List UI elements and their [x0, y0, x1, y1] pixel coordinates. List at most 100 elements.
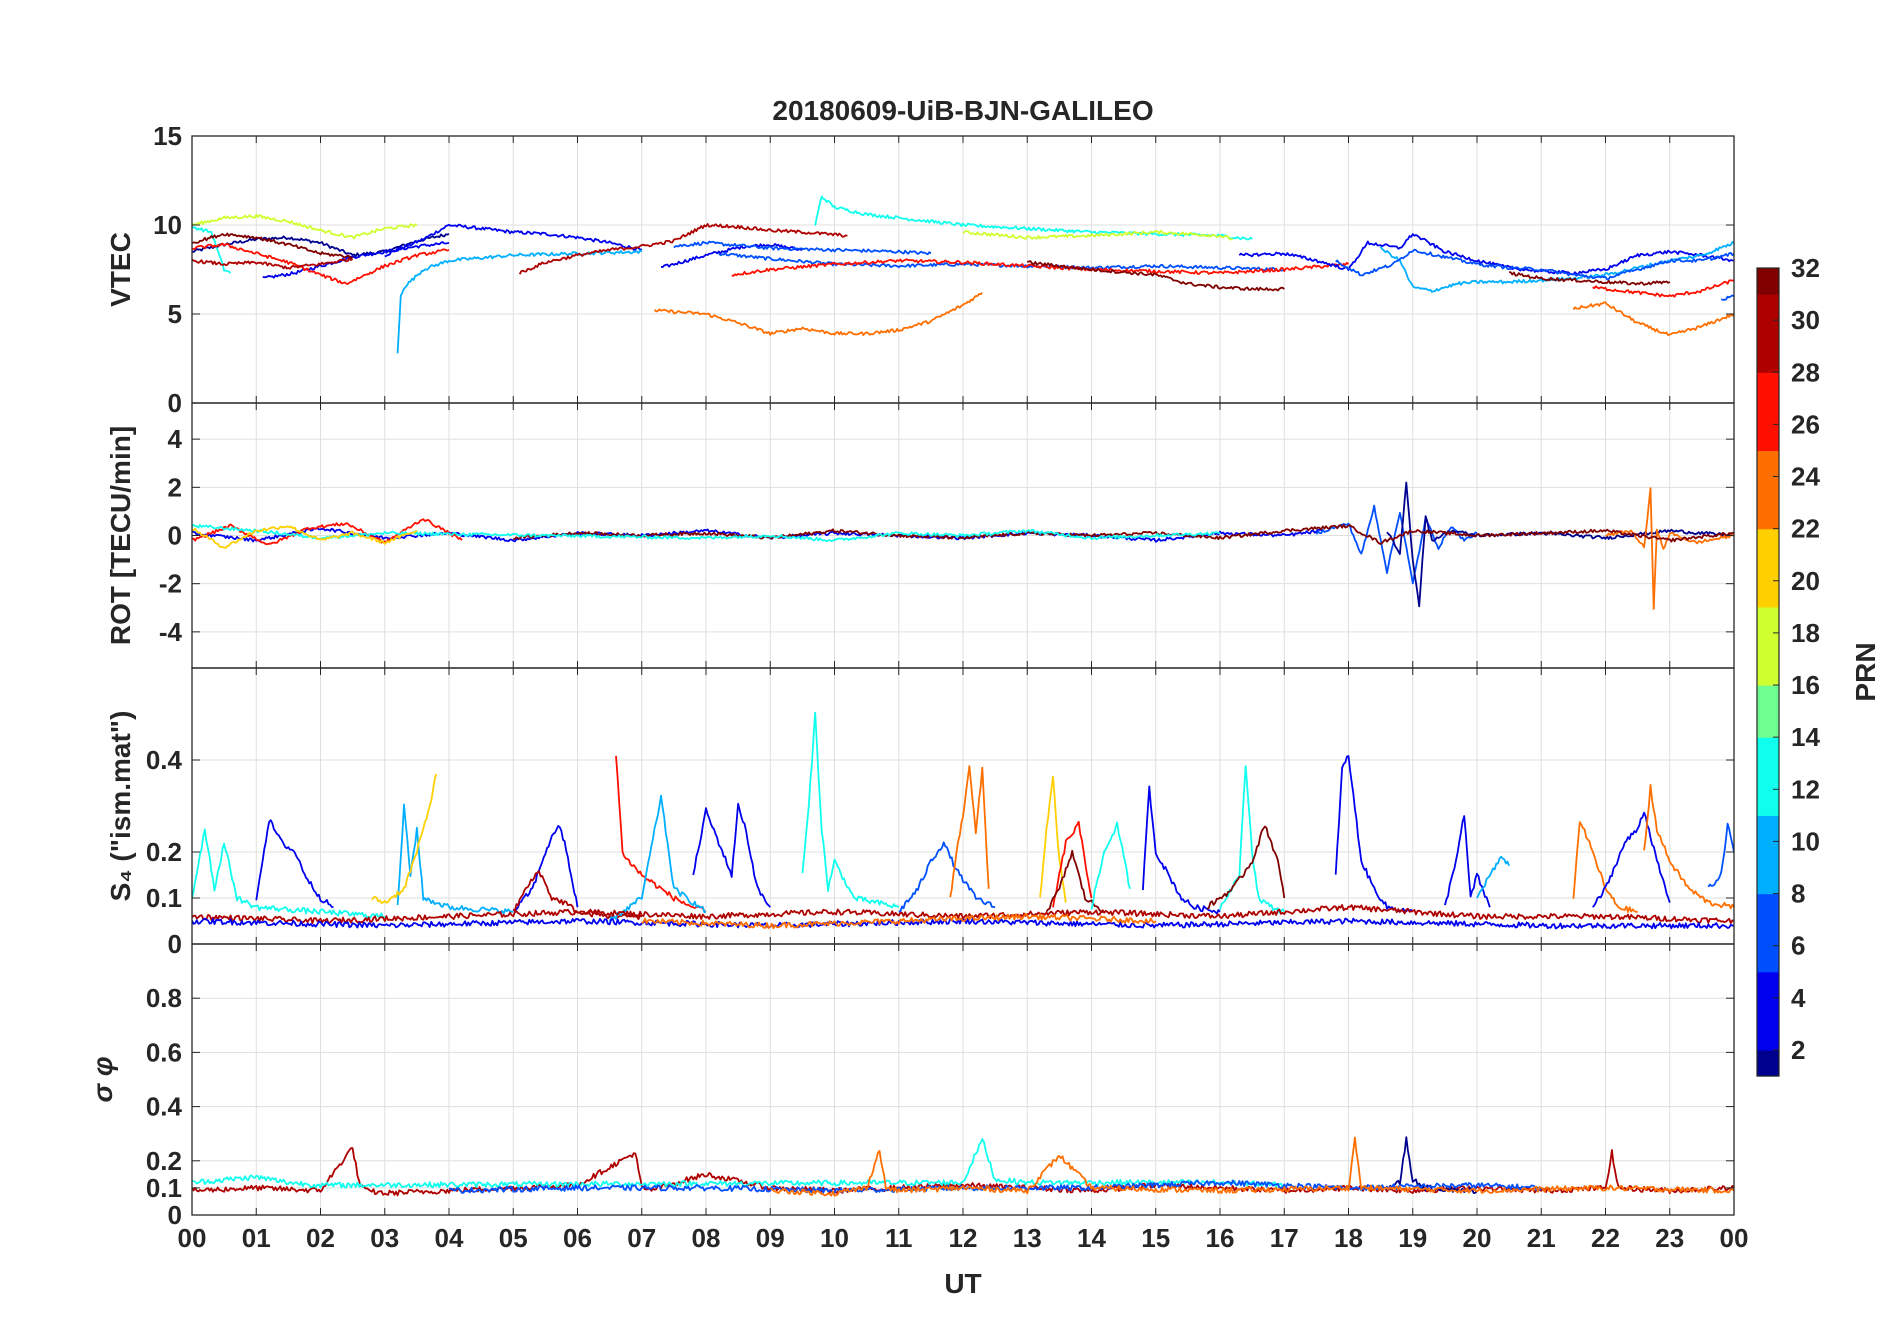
series-line-prn-4	[1142, 785, 1221, 915]
colorbar-tick-label: 8	[1791, 879, 1805, 909]
panel-2: -4 -2 0 2 4 ROT [TECU/min]	[105, 402, 1735, 669]
series-line-prn-29	[518, 223, 848, 275]
series-line-prn-11	[192, 828, 386, 919]
series-line-prn-23	[1572, 301, 1734, 337]
y-tick-label: 0.4	[146, 745, 183, 775]
colorbar-segment	[1757, 658, 1779, 686]
x-tick-label: 22	[1591, 1223, 1620, 1253]
colorbar-segment	[1757, 919, 1779, 947]
colorbar-segment	[1757, 398, 1779, 425]
colorbar-segment	[1757, 841, 1779, 869]
series-group	[192, 481, 1734, 610]
series-line-prn-7	[1335, 248, 1734, 281]
colorbar-tick-label: 30	[1791, 305, 1820, 335]
y-tick-label: 0.1	[146, 883, 182, 913]
series-line-prn-8	[673, 240, 932, 256]
colorbar-box	[1756, 267, 1780, 1077]
colorbar-tick-label: 2	[1791, 1035, 1805, 1065]
y-tick-label: 0.2	[146, 837, 182, 867]
panel-3: 0 0.1 0.2 0.4 S₄ ("ism.mat")	[105, 667, 1735, 959]
series-line-prn-11	[192, 1138, 1285, 1189]
y-tick-label: -2	[159, 569, 182, 599]
colorbar-segment	[1757, 893, 1779, 921]
series-line-prn-12	[1090, 821, 1131, 910]
y-tick-label: 2	[168, 472, 182, 502]
x-tick-label: 08	[692, 1223, 721, 1253]
panel-4: 00.10.2 0.4 0.6 0.8 σ φ	[87, 943, 1735, 1230]
series-line-prn-27	[615, 755, 707, 913]
series-line-prn-31	[512, 523, 1734, 545]
colorbar-segment	[1757, 1049, 1779, 1077]
x-tick-label: 12	[949, 1223, 978, 1253]
x-tick-label: 21	[1527, 1223, 1556, 1253]
series-line-prn-31	[1026, 260, 1285, 292]
series-line-prn-25	[731, 258, 1350, 277]
series-line-prn-23	[641, 913, 1157, 930]
series-line-prn-4	[692, 802, 771, 908]
y-tick-label: 0.4	[146, 1092, 183, 1122]
y-tick-label: 5	[168, 299, 182, 329]
colorbar-tick-label: 16	[1791, 670, 1820, 700]
x-axis-label: UT	[944, 1268, 981, 1299]
series-line-prn-4	[660, 242, 803, 269]
y-tick-label: 15	[153, 121, 182, 151]
series-line-prn-24	[770, 1136, 1734, 1197]
colorbar-tick-label: 26	[1791, 409, 1820, 439]
x-tick-label: 05	[499, 1223, 528, 1253]
series-line-prn-4	[255, 819, 334, 909]
y-axis-label: VTEC	[105, 232, 136, 307]
colorbar-segment	[1757, 711, 1779, 738]
colorbar-segment	[1757, 1023, 1779, 1051]
series-line-prn-30	[192, 904, 1734, 925]
colorbar-segment	[1757, 346, 1779, 373]
colorbar-tick-label: 32	[1791, 253, 1820, 283]
colorbar-segment	[1757, 476, 1779, 504]
y-tick-label: 0	[168, 388, 182, 418]
colorbar-segment	[1757, 320, 1779, 347]
series-group	[192, 195, 1734, 354]
series-line-prn-8	[1707, 822, 1734, 888]
colorbar-segment	[1757, 789, 1779, 816]
colorbar-segment	[1757, 372, 1779, 399]
colorbar-segment	[1757, 971, 1779, 999]
colorbar-segment	[1757, 424, 1779, 452]
colorbar-segment	[1757, 268, 1779, 295]
colorbar-segment	[1757, 502, 1779, 530]
series-line-prn-27	[192, 242, 450, 285]
series-line-prn-24	[1643, 784, 1734, 910]
series-line-prn-7	[898, 841, 996, 913]
colorbar-segment	[1757, 763, 1779, 790]
series-line-prn-3	[384, 223, 643, 258]
y-tick-label: 10	[153, 210, 182, 240]
colorbar-tick-label: 18	[1791, 618, 1820, 648]
series-group	[192, 1136, 1734, 1197]
colorbar-segment	[1757, 867, 1779, 895]
series-line-prn-4	[512, 825, 579, 912]
x-tick-label: 13	[1013, 1223, 1042, 1253]
x-tick-label: 14	[1077, 1223, 1106, 1253]
colorbar-segment	[1757, 632, 1779, 660]
x-tick-label: 23	[1655, 1223, 1684, 1253]
x-tick-label: 07	[627, 1223, 656, 1253]
x-tick-label: 20	[1463, 1223, 1492, 1253]
colorbar-segment	[1757, 450, 1779, 478]
series-line-prn-26	[1052, 820, 1093, 908]
series-line-prn-24	[1605, 487, 1734, 610]
series-line-prn-9	[1379, 241, 1734, 293]
series-line-prn-9	[608, 794, 707, 922]
series-line-prn-11	[192, 225, 232, 274]
series-line-prn-7	[1721, 294, 1734, 301]
series-line-prn-23	[653, 291, 983, 337]
series-line-prn-6	[718, 252, 1285, 272]
y-axis-label: ROT [TECU/min]	[105, 426, 136, 645]
colorbar-segment	[1757, 294, 1779, 321]
series-line-prn-5	[262, 241, 450, 279]
colorbar-tick-label: 12	[1791, 774, 1820, 804]
x-tick-label: 02	[306, 1223, 335, 1253]
series-line-prn-19	[962, 229, 1233, 241]
series-line-prn-10	[1476, 855, 1510, 899]
series-line-prn-32	[1508, 271, 1671, 286]
x-tick-label: 01	[242, 1223, 271, 1253]
series-line-prn-4	[1238, 233, 1734, 276]
